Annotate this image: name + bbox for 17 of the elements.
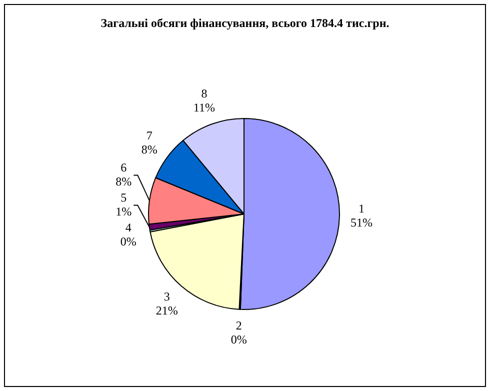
- data-label: 8%: [141, 142, 158, 156]
- data-label: 0%: [230, 332, 247, 347]
- data-label: 1%: [116, 204, 132, 218]
- slice-label: 8: [201, 86, 208, 101]
- chart-title: Загальні обсяги фінансування, всього 1784.4 тис.грн.: [100, 16, 390, 30]
- data-label: 8%: [116, 174, 132, 188]
- slice-label: 5: [120, 190, 127, 204]
- data-label: 11%: [193, 100, 215, 115]
- slice-label: 6: [120, 160, 127, 174]
- slice-label: 1: [358, 201, 364, 216]
- slice-label: 4: [125, 220, 132, 234]
- data-label: 0%: [120, 234, 136, 248]
- data-label: 51%: [350, 215, 372, 230]
- data-label: 21%: [156, 303, 178, 318]
- slice-label: 2: [236, 318, 242, 333]
- slice-label: 3: [164, 289, 170, 304]
- slice-label: 7: [146, 128, 152, 142]
